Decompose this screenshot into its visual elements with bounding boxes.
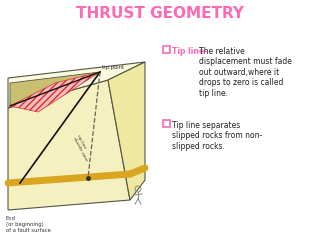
Text: Tip line-: Tip line- — [172, 47, 207, 56]
Polygon shape — [10, 72, 100, 112]
Text: THRUST GEOMETRY: THRUST GEOMETRY — [76, 6, 244, 22]
FancyBboxPatch shape — [163, 46, 170, 53]
Polygon shape — [8, 80, 130, 210]
Text: The relative
displacement must fade
out outward,where it
drops to zero is called: The relative displacement must fade out … — [199, 47, 292, 98]
Text: tip line
ductile zone: tip line ductile zone — [72, 134, 92, 162]
Text: End
(or beginning)
of a fault surface: End (or beginning) of a fault surface — [6, 216, 51, 233]
Polygon shape — [8, 62, 145, 108]
FancyBboxPatch shape — [163, 120, 170, 127]
Polygon shape — [108, 62, 145, 200]
Text: tip point: tip point — [102, 65, 124, 70]
Polygon shape — [10, 72, 100, 106]
Text: Tip line separates
slipped rocks from non-
slipped rocks.: Tip line separates slipped rocks from no… — [172, 121, 262, 151]
